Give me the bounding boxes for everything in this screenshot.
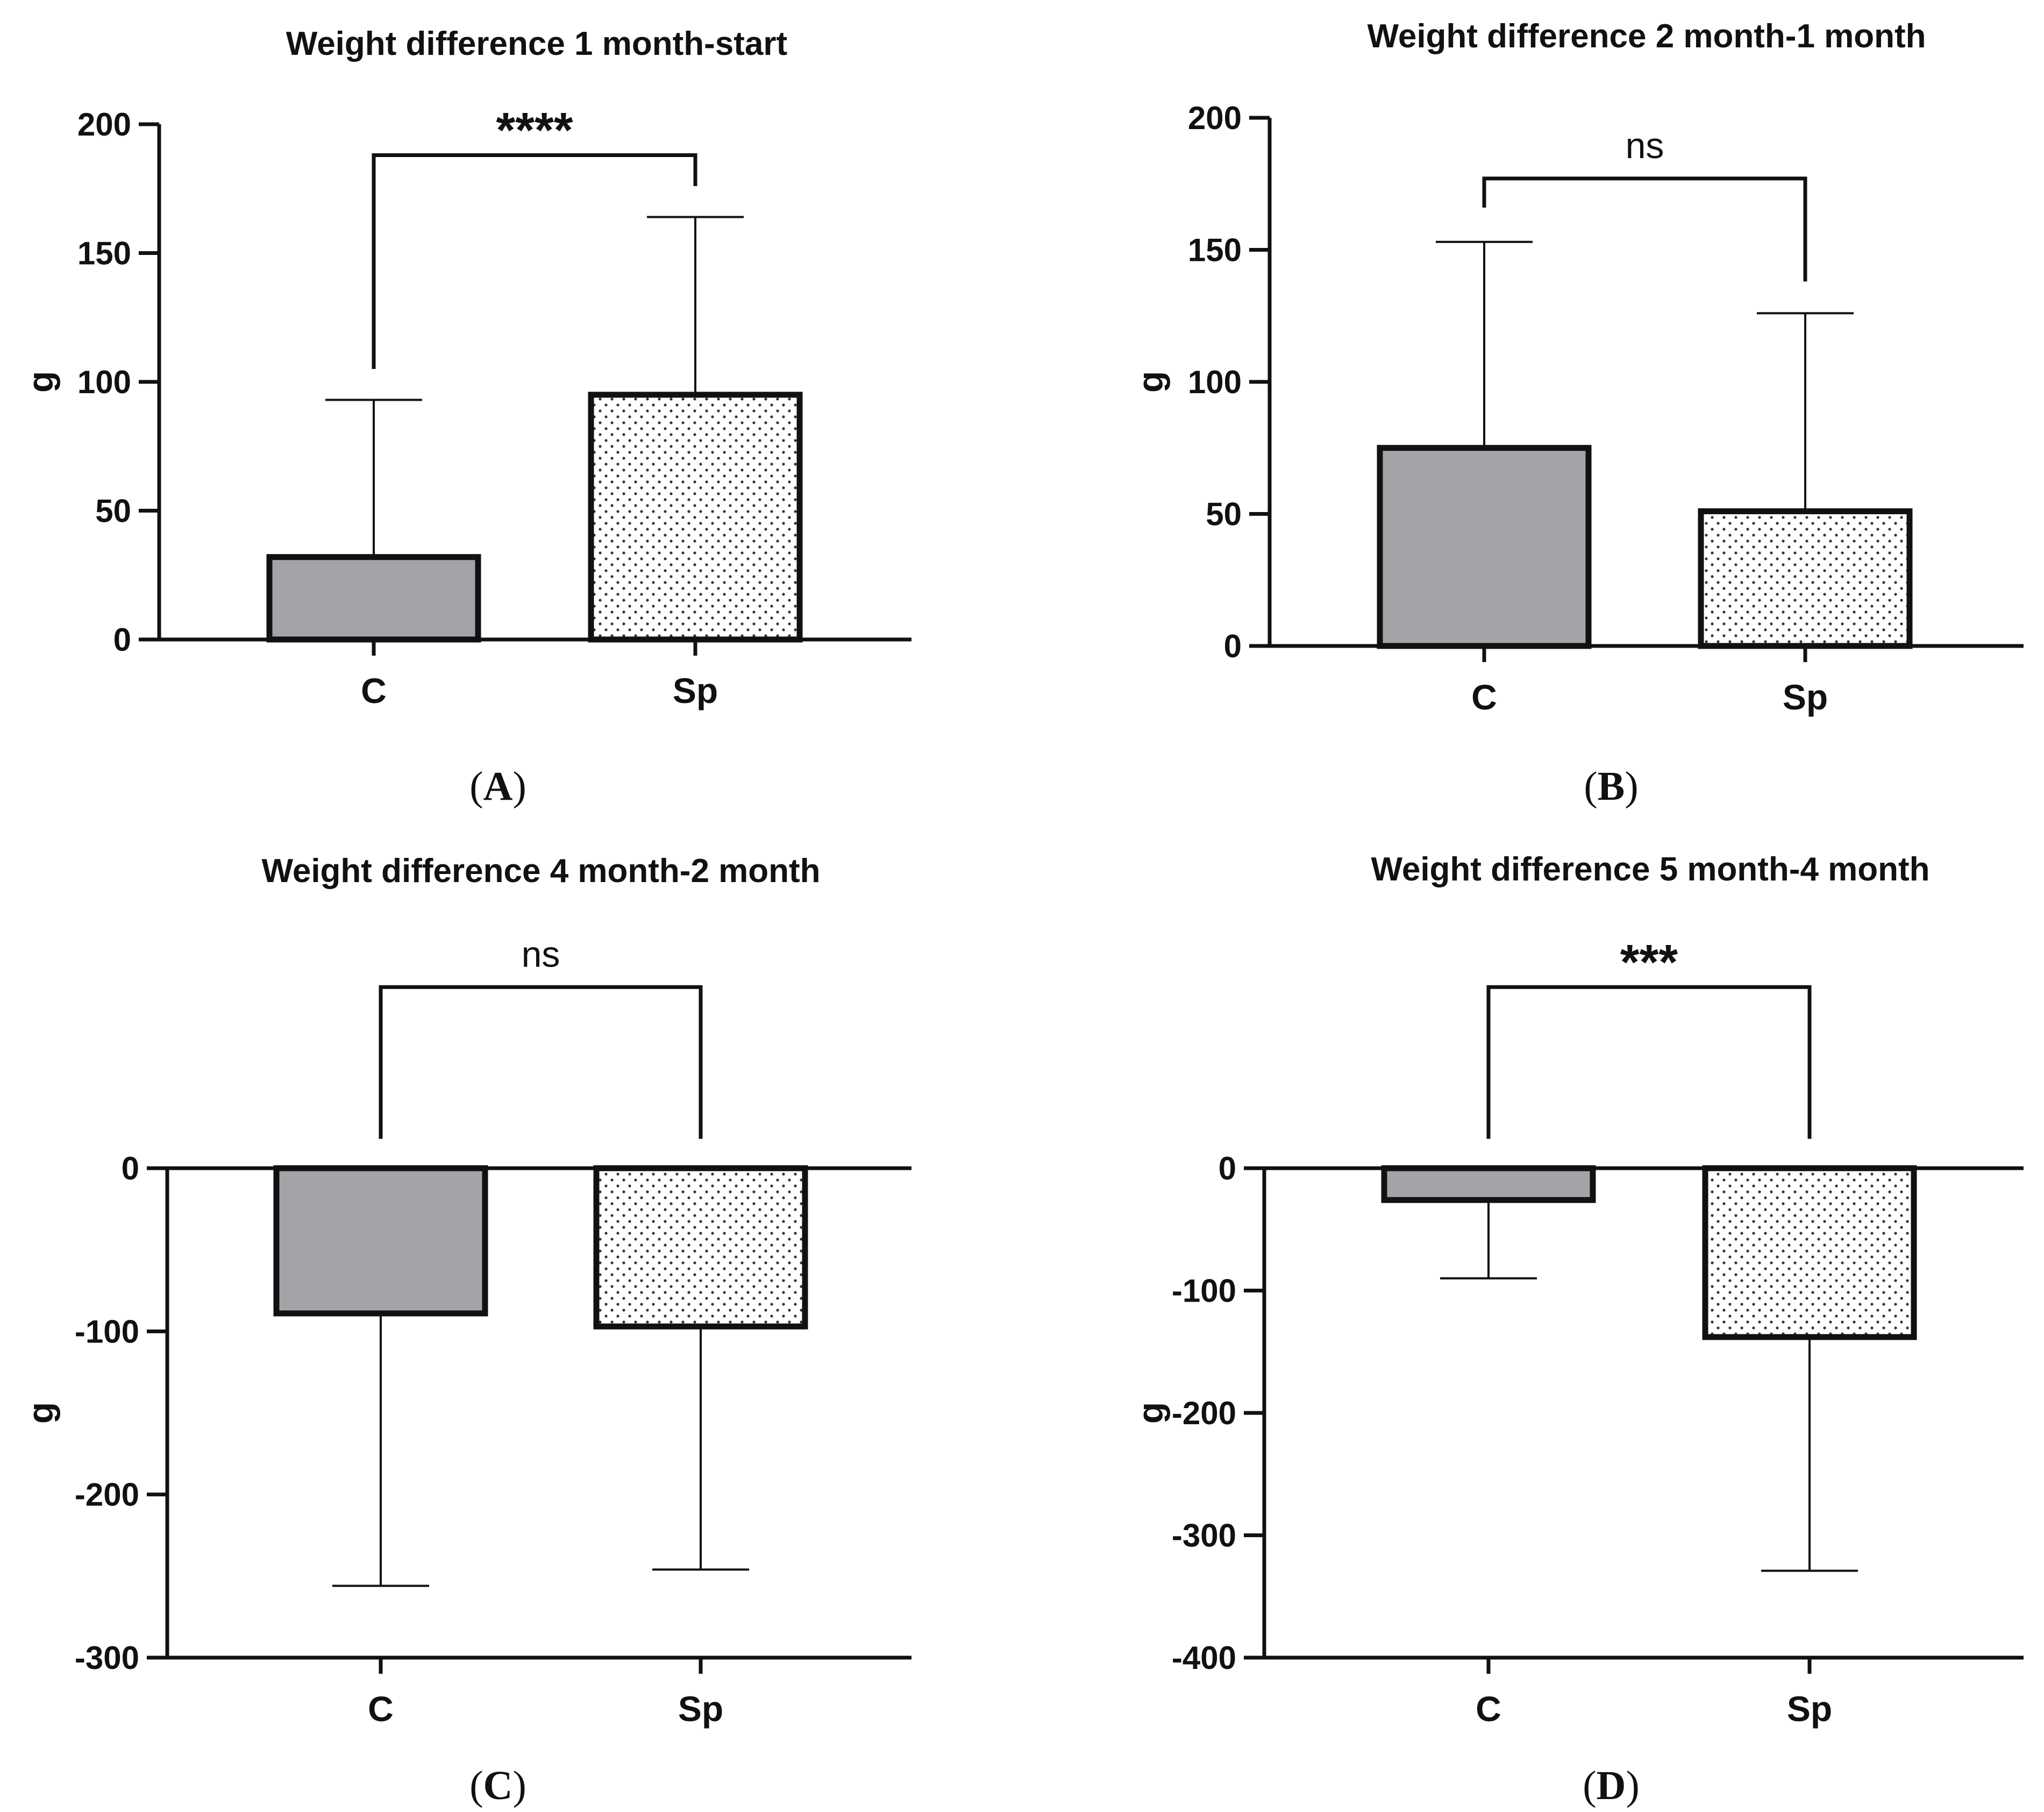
category-label-c: C	[1471, 677, 1497, 717]
y-tick-label: -100	[1172, 1273, 1236, 1309]
panel-label-letter: D	[1597, 1763, 1626, 1808]
chart-title: Weight difference 2 month-1 month	[1367, 18, 1926, 55]
chart-panel-d: Weight difference 5 month-4 month g C Sp 0 -1…	[1130, 851, 2024, 1808]
bar-c	[266, 554, 481, 643]
panel-label: (D)	[1583, 1763, 1640, 1808]
bar-sp	[1702, 1165, 1917, 1340]
significance-bracket	[379, 985, 703, 1139]
bar-sp	[593, 1165, 808, 1330]
panel-label-paren-close: )	[512, 764, 526, 809]
bar-sp	[588, 392, 803, 643]
significance-bracket	[1486, 985, 1812, 1139]
panel-label: (B)	[1584, 764, 1638, 809]
panel-label-letter: A	[483, 764, 513, 809]
panel-label-paren-open: (	[1584, 764, 1597, 809]
y-tick-label: 100	[1188, 364, 1242, 400]
category-label-sp: Sp	[678, 1689, 723, 1729]
y-tick-label: 0	[1224, 628, 1242, 664]
panel-label-paren-close: )	[1625, 764, 1638, 809]
significance-bracket	[372, 153, 697, 369]
significance-label: ***	[1620, 935, 1678, 990]
y-axis-label: g	[1130, 371, 1170, 393]
y-tick-label: 200	[1188, 100, 1242, 136]
chart-panel-b: Weight difference 2 month-1 month g C Sp 0 50…	[1130, 18, 2024, 809]
y-tick-label: -200	[75, 1477, 139, 1513]
y-axis-label: g	[20, 371, 60, 393]
panel-label: (C)	[469, 1763, 526, 1808]
y-tick-label: -100	[75, 1313, 139, 1349]
category-label-c: C	[368, 1689, 394, 1729]
y-tick-label: 150	[1188, 232, 1242, 268]
significance-label: ns	[1626, 125, 1664, 166]
y-tick-label: -300	[1172, 1518, 1236, 1554]
panel-label-paren-open: (	[1583, 1763, 1596, 1808]
y-tick-label: -200	[1172, 1395, 1236, 1431]
y-tick-label: -400	[1172, 1640, 1236, 1676]
chart-panel-c: Weight difference 4 month-2 month g C Sp 0 -1…	[20, 852, 911, 1808]
chart-title: Weight difference 5 month-4 month	[1371, 851, 1929, 888]
y-axis-label: g	[1130, 1402, 1170, 1424]
significance-label: ****	[496, 103, 573, 158]
bar-c	[1377, 445, 1592, 649]
chart-panel-a: Weight difference 1 month-start g C Sp 0 50 10…	[20, 25, 911, 809]
bar-sp	[1698, 508, 1913, 649]
y-tick-label: -300	[75, 1640, 139, 1676]
y-tick-label: 0	[122, 1150, 139, 1186]
y-tick-label: 50	[1206, 496, 1242, 532]
panel-label-paren-open: (	[469, 764, 483, 809]
y-tick-label: 50	[95, 493, 131, 529]
bar-c	[1381, 1165, 1596, 1203]
panel-label-paren-close: )	[512, 1763, 526, 1808]
panel-label-paren-open: (	[469, 1763, 483, 1808]
y-tick-label: 0	[113, 622, 131, 658]
category-label-c: C	[1476, 1689, 1501, 1729]
category-label-sp: Sp	[673, 671, 718, 710]
panel-label: (A)	[469, 764, 526, 809]
category-label-c: C	[361, 671, 387, 710]
panel-label-letter: C	[483, 1763, 513, 1808]
chart-title: Weight difference 1 month-start	[286, 25, 787, 62]
category-label-sp: Sp	[1787, 1689, 1832, 1729]
y-tick-label: 100	[77, 364, 131, 400]
y-tick-label: 150	[77, 236, 131, 272]
y-axis-label: g	[20, 1402, 60, 1424]
bar-c	[273, 1165, 488, 1317]
significance-label: ns	[522, 934, 560, 975]
significance-bracket	[1482, 176, 1807, 282]
category-label-sp: Sp	[1783, 677, 1828, 717]
y-tick-label: 200	[77, 106, 131, 143]
y-tick-label: 0	[1219, 1150, 1236, 1186]
panel-label-letter: B	[1598, 764, 1625, 809]
panel-label-paren-close: )	[1626, 1763, 1639, 1808]
chart-title: Weight difference 4 month-2 month	[261, 852, 820, 890]
